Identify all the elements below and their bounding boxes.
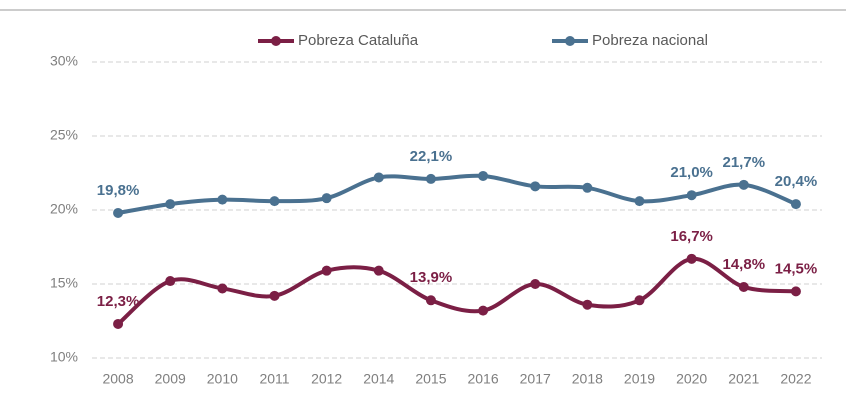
point bbox=[686, 253, 697, 264]
value-label: 21,0% bbox=[670, 164, 713, 181]
point bbox=[165, 276, 176, 287]
x-tick-label: 2017 bbox=[520, 371, 551, 387]
value-label: 12,3% bbox=[97, 293, 140, 310]
x-tick-label: 2008 bbox=[102, 371, 133, 387]
y-tick-label: 15% bbox=[50, 275, 78, 291]
point bbox=[686, 190, 697, 201]
x-tick-label: 2021 bbox=[728, 371, 759, 387]
legend-label: Pobreza nacional bbox=[592, 32, 708, 49]
point bbox=[582, 299, 593, 310]
value-label: 13,9% bbox=[410, 269, 453, 286]
point bbox=[582, 182, 593, 193]
x-tick-label: 2010 bbox=[207, 371, 238, 387]
x-tick-label: 2009 bbox=[155, 371, 186, 387]
value-label: 22,1% bbox=[410, 148, 453, 165]
point bbox=[530, 181, 541, 192]
point bbox=[790, 286, 801, 297]
point bbox=[113, 318, 124, 329]
point bbox=[790, 199, 801, 210]
x-tick-label: 2016 bbox=[467, 371, 498, 387]
point bbox=[165, 199, 176, 210]
point bbox=[738, 281, 749, 292]
point bbox=[634, 295, 645, 306]
point bbox=[478, 170, 489, 181]
point bbox=[269, 196, 280, 207]
y-tick-label: 30% bbox=[50, 53, 78, 69]
point bbox=[373, 172, 384, 183]
y-tick-label: 25% bbox=[50, 127, 78, 143]
point bbox=[113, 207, 124, 218]
point bbox=[478, 305, 489, 316]
value-label: 21,7% bbox=[723, 154, 766, 171]
point bbox=[738, 179, 749, 190]
point bbox=[530, 279, 541, 289]
y-tick-label: 20% bbox=[50, 201, 78, 217]
point bbox=[321, 193, 332, 204]
value-label: 16,7% bbox=[670, 228, 713, 245]
legend-marker bbox=[565, 36, 575, 46]
point bbox=[373, 265, 384, 276]
point bbox=[217, 283, 228, 294]
point bbox=[425, 295, 436, 306]
x-tick-label: 2014 bbox=[363, 371, 394, 387]
x-tick-label: 2012 bbox=[311, 371, 342, 387]
point bbox=[269, 290, 280, 301]
x-tick-label: 2022 bbox=[780, 371, 811, 387]
x-tick-label: 2011 bbox=[259, 371, 289, 387]
value-label: 14,8% bbox=[723, 256, 766, 273]
value-label: 20,4% bbox=[775, 173, 818, 190]
point bbox=[217, 194, 228, 205]
x-tick-label: 2020 bbox=[676, 371, 707, 387]
value-label: 14,5% bbox=[775, 260, 818, 277]
x-tick-label: 2018 bbox=[572, 371, 603, 387]
x-tick-label: 2019 bbox=[624, 371, 655, 387]
legend-marker bbox=[271, 36, 281, 46]
legend-label: Pobreza Cataluña bbox=[298, 32, 419, 49]
x-tick-label: 2015 bbox=[415, 371, 446, 387]
y-tick-label: 10% bbox=[50, 349, 78, 365]
point bbox=[634, 196, 645, 207]
point bbox=[321, 265, 332, 276]
point bbox=[425, 173, 436, 184]
value-label: 19,8% bbox=[97, 182, 140, 199]
